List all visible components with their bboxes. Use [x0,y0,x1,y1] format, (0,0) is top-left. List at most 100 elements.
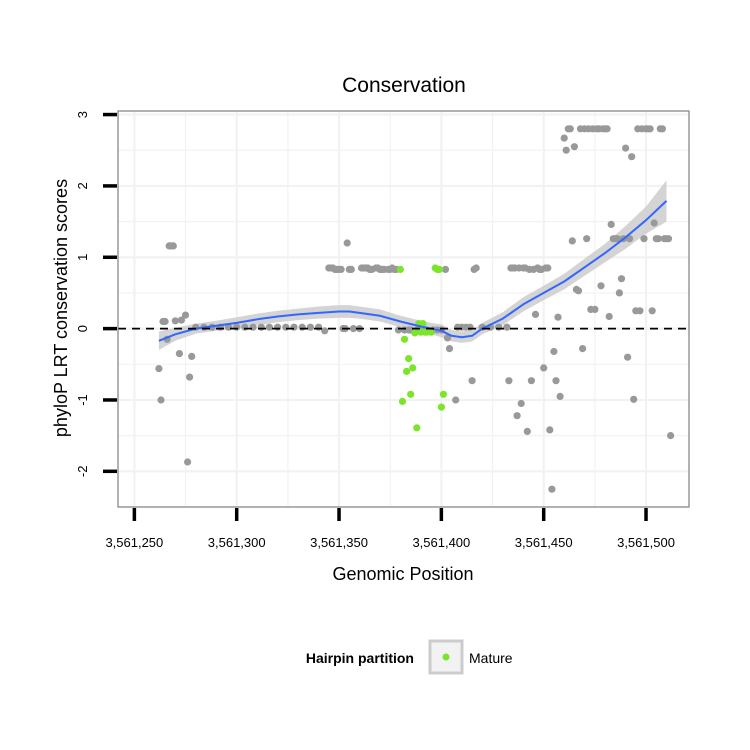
smooth-fit-line [158,200,668,342]
other-point [290,323,298,331]
other-point [157,396,165,404]
other-point [624,353,632,361]
other-point [171,317,179,325]
other-point [241,323,249,331]
x-tick-label: 3,561,400 [412,535,470,550]
mature-point [437,403,445,411]
other-point [552,377,560,385]
other-point [579,345,587,353]
mature-point [427,328,435,336]
y-axis-title: phyloP LRT conservation scores [51,179,71,437]
other-point [257,323,265,331]
y-tick-label: -1 [75,394,90,406]
other-point [282,323,290,331]
other-point [503,323,511,331]
other-point [568,237,576,245]
other-point [505,377,513,385]
smooth-fit-layer [158,200,668,342]
other-point [337,265,345,273]
other-point [630,395,638,403]
other-point [548,485,556,493]
other-point [570,143,579,151]
chart-title: Conservation [342,74,466,97]
mature-point [435,265,443,273]
legend-label-mature: Mature [469,650,513,666]
mature-point [400,335,409,343]
other-point [613,235,622,243]
y-tick-label: 3 [75,111,90,118]
legend-key-mature-point [442,653,450,661]
x-tick-label: 3,561,300 [208,535,266,550]
other-point [667,432,675,440]
mature-point [403,367,411,375]
other-point [550,347,558,356]
other-point [274,323,282,331]
other-point [161,317,169,326]
other-point [617,275,626,283]
other-point [186,373,194,381]
legend: Hairpin partition Mature [306,639,513,675]
x-tick-label: 3,561,500 [617,535,675,550]
other-point [265,323,273,331]
other-point [349,325,357,333]
other-point [615,289,624,297]
other-point [597,282,605,290]
other-point [654,235,662,243]
other-point [169,242,177,250]
other-point [445,345,454,353]
other-point [443,334,452,342]
other-point [513,412,521,420]
other-point [155,365,163,373]
other-point [622,144,630,152]
scatter-points [155,125,675,493]
other-point [556,392,564,400]
other-point [566,125,574,133]
mature-point [396,265,404,273]
other-point [517,399,525,408]
mature-point [398,397,407,405]
plot-panel [117,110,690,508]
other-point [441,265,450,273]
other-point [626,235,634,243]
other-point [607,220,615,228]
other-point [177,316,185,324]
other-point [544,264,552,272]
other-point [640,235,648,243]
other-point [347,265,355,273]
x-tick-label: 3,561,350 [310,535,368,550]
other-point [472,264,480,272]
mature-point [411,329,419,337]
x-tick-label: 3,561,450 [515,535,573,550]
other-point [646,125,654,133]
other-point [664,235,673,243]
other-point [452,396,460,404]
other-point [233,323,241,331]
other-point [648,307,656,315]
other-point [495,323,503,331]
y-tick-label: 2 [75,182,90,189]
other-point [636,307,644,315]
other-point [554,313,562,321]
other-point [574,287,583,295]
other-point [531,310,540,318]
other-point [658,125,667,133]
y-tick-label: 1 [75,254,90,261]
other-point [181,311,190,319]
plot-panel-border [117,110,690,508]
y-tick-label: -2 [75,466,90,478]
other-point [343,239,351,247]
legend-title: Hairpin partition [306,650,414,666]
other-point [540,364,548,372]
other-point [650,219,658,227]
other-point [628,153,636,161]
x-axis: 3,561,250 3,561,300 3,561,350 3,561,400 3,56… [105,508,675,550]
other-point [315,323,323,331]
other-point [591,305,599,313]
other-point [562,146,570,154]
other-point [605,312,613,321]
other-point [175,350,183,358]
other-point [184,458,192,466]
mature-point [405,355,413,363]
x-axis-title: Genomic Position [332,564,473,584]
